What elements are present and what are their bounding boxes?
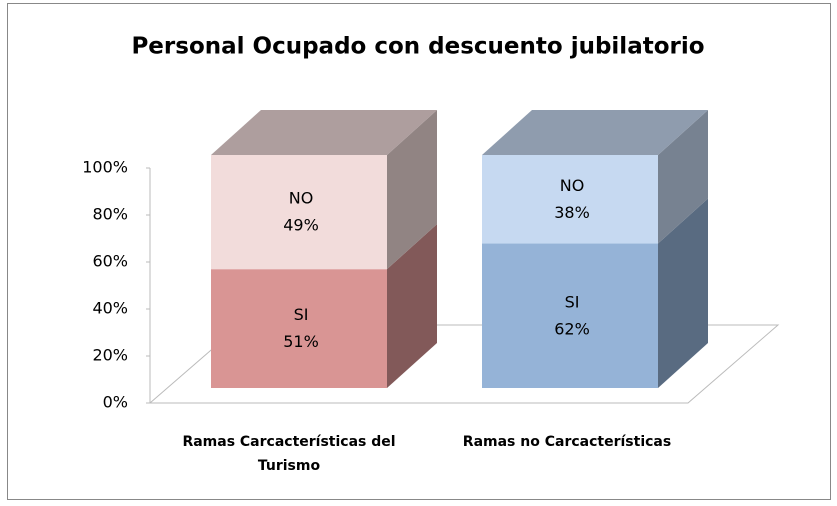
bar bbox=[211, 269, 387, 388]
data-label: 49% bbox=[283, 216, 319, 235]
data-label: 38% bbox=[554, 203, 590, 222]
y-tick-label: 100% bbox=[82, 158, 128, 177]
x-tick-label: Ramas no Carcacterísticas bbox=[462, 434, 672, 450]
data-label-name: SI bbox=[565, 292, 580, 311]
data-label-name: NO bbox=[289, 189, 314, 208]
bar-side bbox=[387, 110, 437, 270]
y-tick-label: 40% bbox=[92, 299, 128, 318]
bar-top bbox=[211, 110, 437, 155]
bar-side bbox=[658, 198, 708, 388]
data-label: 62% bbox=[554, 319, 590, 338]
y-tick-label: 80% bbox=[92, 205, 128, 224]
bar-side bbox=[387, 224, 437, 388]
x-tick-label: Ramas Carcacterísticas del Turismo bbox=[182, 434, 396, 474]
data-label: 51% bbox=[283, 332, 319, 351]
bar bbox=[482, 155, 658, 244]
chart-title: Personal Ocupado con descuento jubilator… bbox=[131, 34, 704, 60]
bar bbox=[211, 155, 387, 270]
y-tick-label: 20% bbox=[92, 346, 128, 365]
data-label-name: SI bbox=[294, 305, 309, 324]
y-tick-label: 0% bbox=[103, 393, 128, 412]
y-tick-label: 60% bbox=[92, 252, 128, 271]
data-label-name: NO bbox=[560, 176, 585, 195]
bar-side bbox=[658, 110, 708, 244]
bar bbox=[482, 243, 658, 388]
bar-top bbox=[482, 110, 708, 155]
